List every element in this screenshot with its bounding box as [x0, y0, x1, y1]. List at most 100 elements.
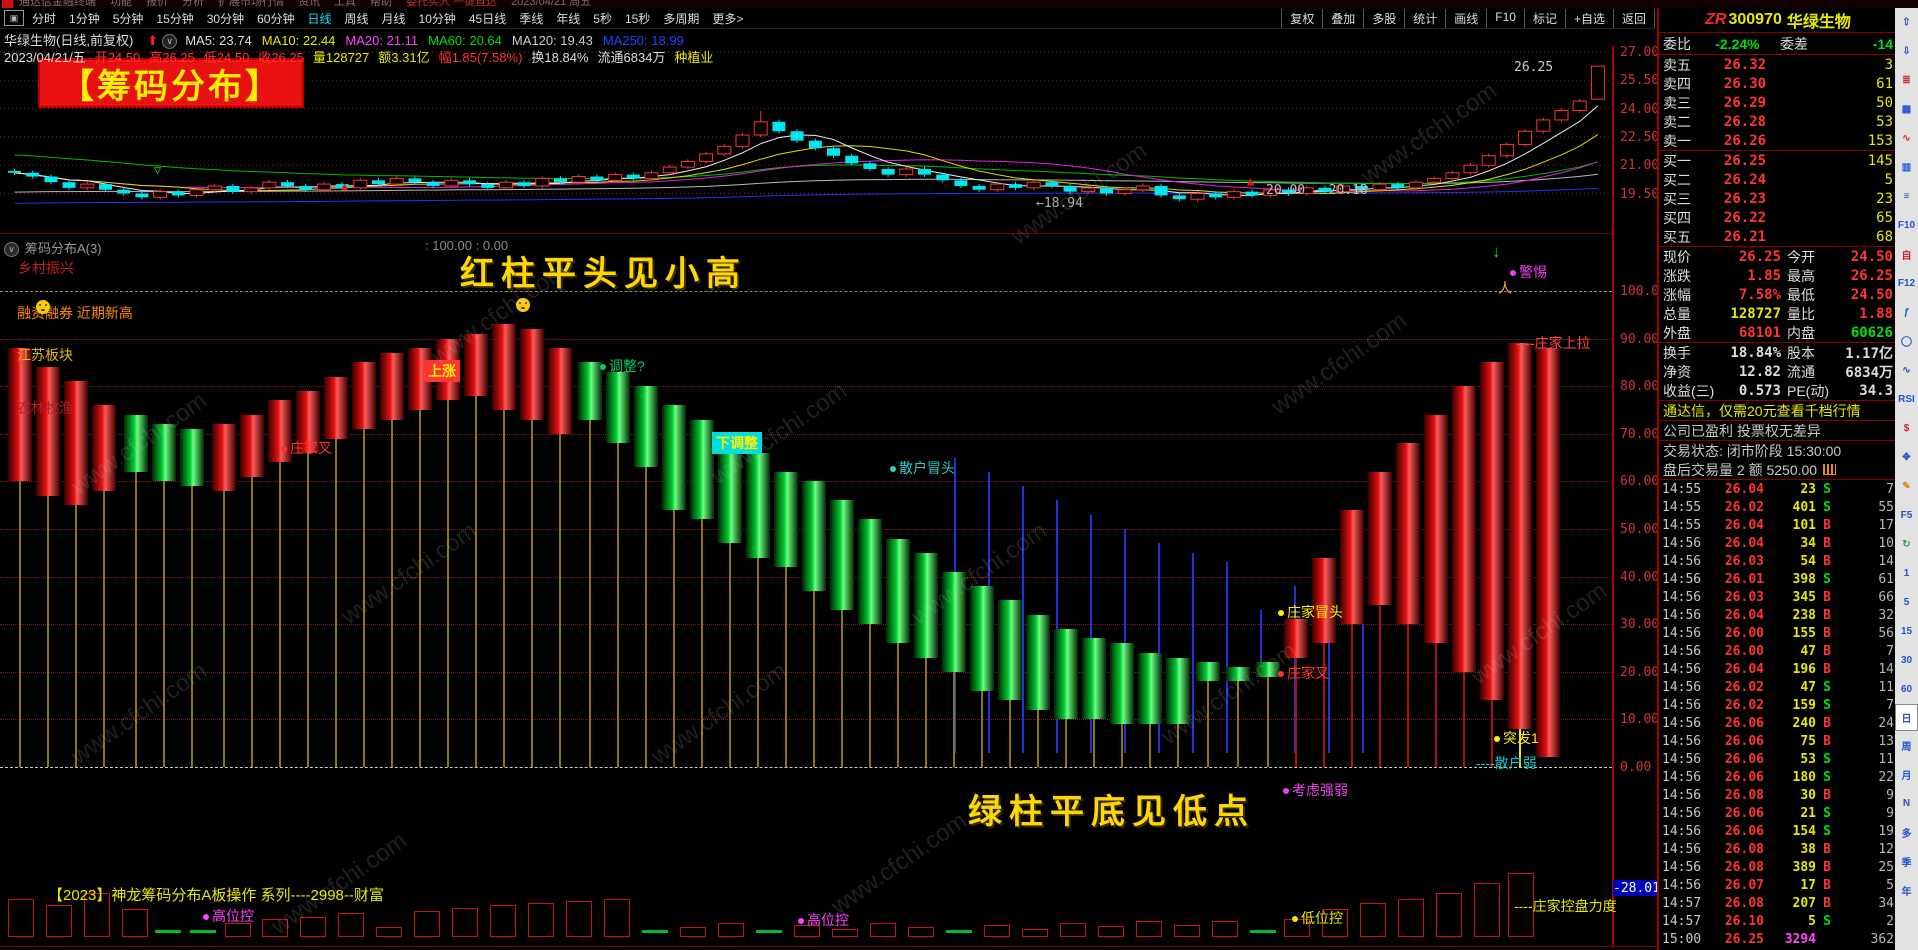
tool-icon-▥[interactable]: ▥ — [1901, 162, 1912, 173]
period-tab-分时[interactable]: 分时 — [32, 11, 57, 26]
toolbar-button-统计[interactable]: 统计 — [1404, 8, 1445, 28]
tool-icon-▦[interactable]: ▦ — [1901, 104, 1912, 115]
bid-row[interactable]: 买四 26.22 65 — [1663, 209, 1893, 226]
tool-icon-周[interactable]: 周 — [1901, 742, 1912, 753]
toolbar-button-+自选[interactable]: +自选 — [1564, 8, 1613, 28]
tool-icon-月[interactable]: 月 — [1901, 771, 1912, 782]
tool-icon-5[interactable]: 5 — [1903, 597, 1910, 608]
ad-banner[interactable]: 通达信，仅需20元查看千档行情 — [1659, 401, 1897, 421]
period-tab-5分钟[interactable]: 5分钟 — [112, 11, 144, 26]
control-box — [225, 923, 251, 937]
tool-icon-↻[interactable]: ↻ — [1902, 539, 1911, 550]
period-tab-月线[interactable]: 月线 — [381, 11, 406, 26]
toolbar-button-多股[interactable]: 多股 — [1363, 8, 1404, 28]
tool-icon-⇩[interactable]: ⇩ — [1902, 46, 1911, 57]
top-menu-item[interactable]: 通达信金融终端 — [19, 0, 96, 8]
tool-icon-1[interactable]: 1 — [1903, 568, 1910, 579]
bid-row[interactable]: 买五 26.21 68 — [1663, 228, 1893, 245]
bid-row[interactable]: 买二 26.24 5 — [1663, 171, 1893, 188]
period-tab-季线[interactable]: 季线 — [519, 11, 544, 26]
tool-icon-✥[interactable]: ✥ — [1902, 452, 1911, 463]
toolbar-button-画线[interactable]: 画线 — [1445, 8, 1486, 28]
indicator-header[interactable]: ∨ 筹码分布A(3) — [4, 238, 102, 258]
period-tab-15秒[interactable]: 15秒 — [624, 11, 651, 26]
tick-row: 14:56 26.06 21 S 9 — [1662, 805, 1894, 821]
period-tab-周线[interactable]: 周线 — [344, 11, 369, 26]
bid-row[interactable]: 买一 26.25 145 — [1663, 152, 1893, 169]
tool-icon-F12[interactable]: F12 — [1897, 278, 1916, 289]
layout-icon[interactable]: ▣ — [4, 10, 24, 26]
toolbar-button-返回[interactable]: 返回 — [1612, 8, 1655, 28]
bid-row[interactable]: 买三 26.23 23 — [1663, 190, 1893, 207]
period-tab-1分钟[interactable]: 1分钟 — [69, 11, 100, 26]
ask-row[interactable]: 卖一 26.26 153 — [1663, 132, 1893, 149]
chip-bar — [1508, 343, 1532, 729]
chip-bar — [1340, 509, 1364, 625]
top-menu-item[interactable]: 工具 — [334, 0, 356, 8]
toolbar-button-叠加[interactable]: 叠加 — [1322, 8, 1363, 28]
tool-icon-日[interactable]: 日 — [1895, 704, 1918, 731]
period-tab-15分钟[interactable]: 15分钟 — [156, 11, 194, 26]
toolbar-button-标记[interactable]: 标记 — [1523, 8, 1565, 28]
ask-row[interactable]: 卖二 26.28 53 — [1663, 113, 1893, 130]
top-menu-item[interactable]: 报价 — [146, 0, 168, 8]
tool-icon-ƒ[interactable]: ƒ — [1903, 307, 1910, 318]
headline-bottom: 绿柱平底见低点 — [968, 793, 1255, 831]
chevron-down-icon[interactable]: ∨ — [162, 34, 178, 50]
chip-bar — [886, 538, 910, 644]
period-tab-更多>[interactable]: 更多> — [712, 11, 744, 26]
period-tab-年线[interactable]: 年线 — [556, 11, 581, 26]
period-tab-60分钟[interactable]: 60分钟 — [257, 11, 295, 26]
tool-icon-≣[interactable]: ≣ — [1902, 75, 1911, 86]
chip-bar-tail — [813, 590, 815, 767]
ask-row[interactable]: 卖五 26.32 3 — [1663, 56, 1893, 73]
ask-row[interactable]: 卖三 26.29 50 — [1663, 94, 1893, 111]
toolbar-button-复权[interactable]: 复权 — [1281, 8, 1322, 28]
stock-code-header[interactable]: ZR 300970 华绿生物 — [1659, 8, 1897, 33]
tool-icon-15[interactable]: 15 — [1900, 626, 1913, 637]
tool-icon-∿[interactable]: ∿ — [1902, 365, 1911, 376]
period-tab-10分钟[interactable]: 10分钟 — [418, 11, 456, 26]
tool-icon-F10[interactable]: F10 — [1897, 220, 1916, 231]
tool-icon-30[interactable]: 30 — [1900, 655, 1913, 666]
company-notice[interactable]: 公司已盈利 投票权无差异 — [1659, 421, 1897, 441]
tool-icon-∿[interactable]: ∿ — [1902, 133, 1911, 144]
tool-icon-$[interactable]: $ — [1903, 423, 1910, 434]
gridline — [0, 291, 1612, 292]
tick-list[interactable]: 14:55 26.04 23 S 7 14:55 26.02 401 S 55 14:55 26.04… — [1659, 480, 1897, 948]
tool-icon-◯[interactable]: ◯ — [1900, 336, 1913, 347]
period-tab-45日线[interactable]: 45日线 — [468, 11, 507, 26]
tool-icon-F5[interactable]: F5 — [1900, 510, 1913, 521]
tool-icon-≡[interactable]: ≡ — [1903, 191, 1910, 202]
period-tab-日线[interactable]: 日线 — [307, 11, 332, 26]
top-menu-item[interactable]: 功能 — [110, 0, 132, 8]
period-tab-5秒[interactable]: 5秒 — [593, 11, 612, 26]
tool-icon-⇧[interactable]: ⇧ — [1902, 17, 1911, 28]
chip-bar-tail — [1463, 671, 1465, 767]
mini-chart-icon[interactable] — [1823, 464, 1837, 475]
collapse-icon[interactable]: ∨ — [4, 242, 19, 258]
period-tab-多周期[interactable]: 多周期 — [663, 11, 700, 26]
ask-row[interactable]: 卖四 26.30 61 — [1663, 75, 1893, 92]
tool-icon-N[interactable]: N — [1902, 798, 1911, 809]
toolbar-button-F10[interactable]: F10 — [1486, 8, 1524, 28]
top-ad[interactable]: 委托买入 一键直达 — [406, 0, 498, 8]
tool-icon-年[interactable]: 年 — [1901, 887, 1912, 898]
tool-icon-自[interactable]: 自 — [1901, 251, 1912, 262]
tool-icon-季[interactable]: 季 — [1901, 858, 1912, 869]
control-box — [1508, 873, 1534, 937]
control-box — [1136, 921, 1162, 937]
top-menu-item[interactable]: 扩展市场行情 — [218, 0, 284, 8]
top-menu-item[interactable]: 帮助 — [370, 0, 392, 8]
chip-bar — [746, 452, 770, 558]
ohlc-field: 2023/04/21/五 — [4, 50, 86, 65]
tool-icon-✎[interactable]: ✎ — [1902, 481, 1911, 492]
chip-bar-tail — [1323, 643, 1325, 767]
chip-bar — [1368, 471, 1392, 606]
top-menu-item[interactable]: 分析 — [182, 0, 204, 8]
period-tab-30分钟[interactable]: 30分钟 — [206, 11, 245, 26]
tool-icon-RSI[interactable]: RSI — [1898, 394, 1915, 405]
tool-icon-多[interactable]: 多 — [1901, 829, 1912, 840]
top-menu-item[interactable]: 资讯 — [298, 0, 320, 8]
tool-icon-60[interactable]: 60 — [1900, 684, 1913, 695]
